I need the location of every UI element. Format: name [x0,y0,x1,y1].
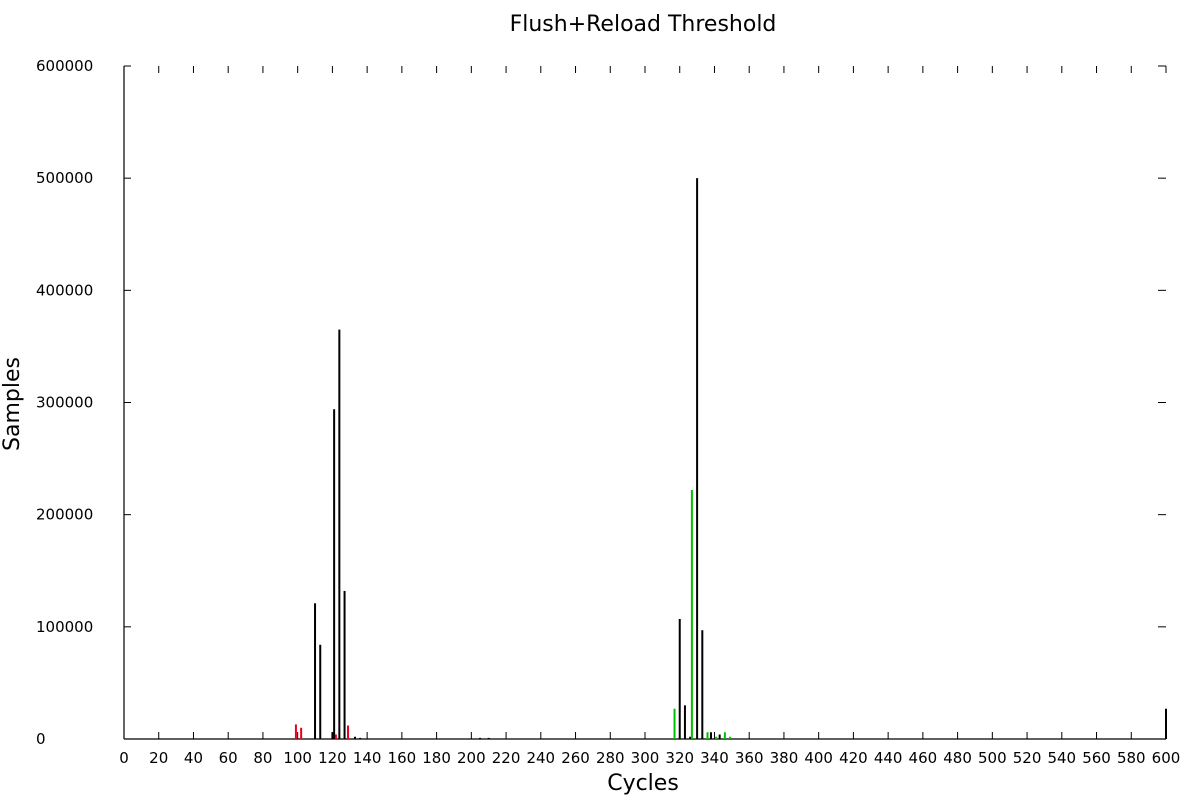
plot-axes [123,66,1166,740]
x-tick-label: 440 [874,749,903,767]
bar [690,489,693,739]
bar [729,736,732,739]
x-tick-label: 460 [909,749,938,767]
x-tick-label: 80 [253,749,272,767]
bar [353,736,356,739]
bar [347,725,350,739]
x-tick-label: 180 [422,749,451,767]
x-tick-label: 60 [219,749,238,767]
x-tick-label: 260 [561,749,590,767]
bar [701,630,704,739]
y-tick-label: 100000 [36,618,93,636]
y-tick-label: 600000 [36,57,93,75]
bar [487,737,490,739]
bar [343,590,346,739]
bar [689,736,692,739]
bar [723,732,726,739]
y-axis-label: Samples [0,357,25,451]
x-tick-label: 600 [1152,749,1181,767]
bar [673,708,676,739]
y-tick-label: 200000 [36,506,93,524]
x-tick-label: 560 [1082,749,1111,767]
bar [300,727,303,739]
x-tick-label: 200 [457,749,486,767]
x-tick-label: 240 [526,749,555,767]
bar [718,734,721,739]
x-axis-label: Cycles [607,771,679,796]
bar [334,734,337,739]
x-tick-label: 300 [631,749,660,767]
x-tick-label: 480 [943,749,972,767]
bar [359,737,362,739]
bar [331,732,334,739]
y-tick-label: 500000 [36,169,93,187]
x-tick-label: 120 [318,749,347,767]
bar [338,329,341,739]
x-tick-label: 540 [1047,749,1076,767]
chart-title: Flush+Reload Threshold [510,12,777,37]
x-tick-label: 100 [283,749,312,767]
x-tick-label: 20 [149,749,168,767]
x-tick-label: 340 [700,749,729,767]
y-tick-label: 0 [36,730,46,748]
bar [683,705,686,739]
y-tick-label: 400000 [36,281,93,299]
x-tick-label: 580 [1117,749,1146,767]
x-tick-label: 280 [596,749,625,767]
x-tick-label: 360 [735,749,764,767]
bar [1165,708,1167,739]
bar [479,737,482,739]
bar [314,603,317,739]
bar [319,644,322,739]
bar [696,178,699,739]
bar [294,724,297,739]
x-tick-label: 0 [119,749,129,767]
bar [715,736,718,739]
bar [333,409,336,739]
x-tick-label: 40 [184,749,203,767]
bar [678,618,681,739]
axis-ticks: 0 20 40 60 80 100 120 140 160 180 200 220 240 260 280 3… [36,57,1180,767]
x-tick-label: 420 [839,749,868,767]
x-tick-label: 380 [770,749,799,767]
x-tick-label: 320 [665,749,694,767]
bar-series [294,178,1167,739]
y-tick-label: 300000 [36,394,93,412]
x-tick-label: 520 [1013,749,1042,767]
bar [709,732,712,739]
x-tick-label: 400 [804,749,833,767]
x-tick-label: 140 [353,749,382,767]
bar [706,732,709,739]
x-tick-label: 160 [388,749,417,767]
x-tick-label: 500 [978,749,1007,767]
x-tick-label: 220 [492,749,521,767]
